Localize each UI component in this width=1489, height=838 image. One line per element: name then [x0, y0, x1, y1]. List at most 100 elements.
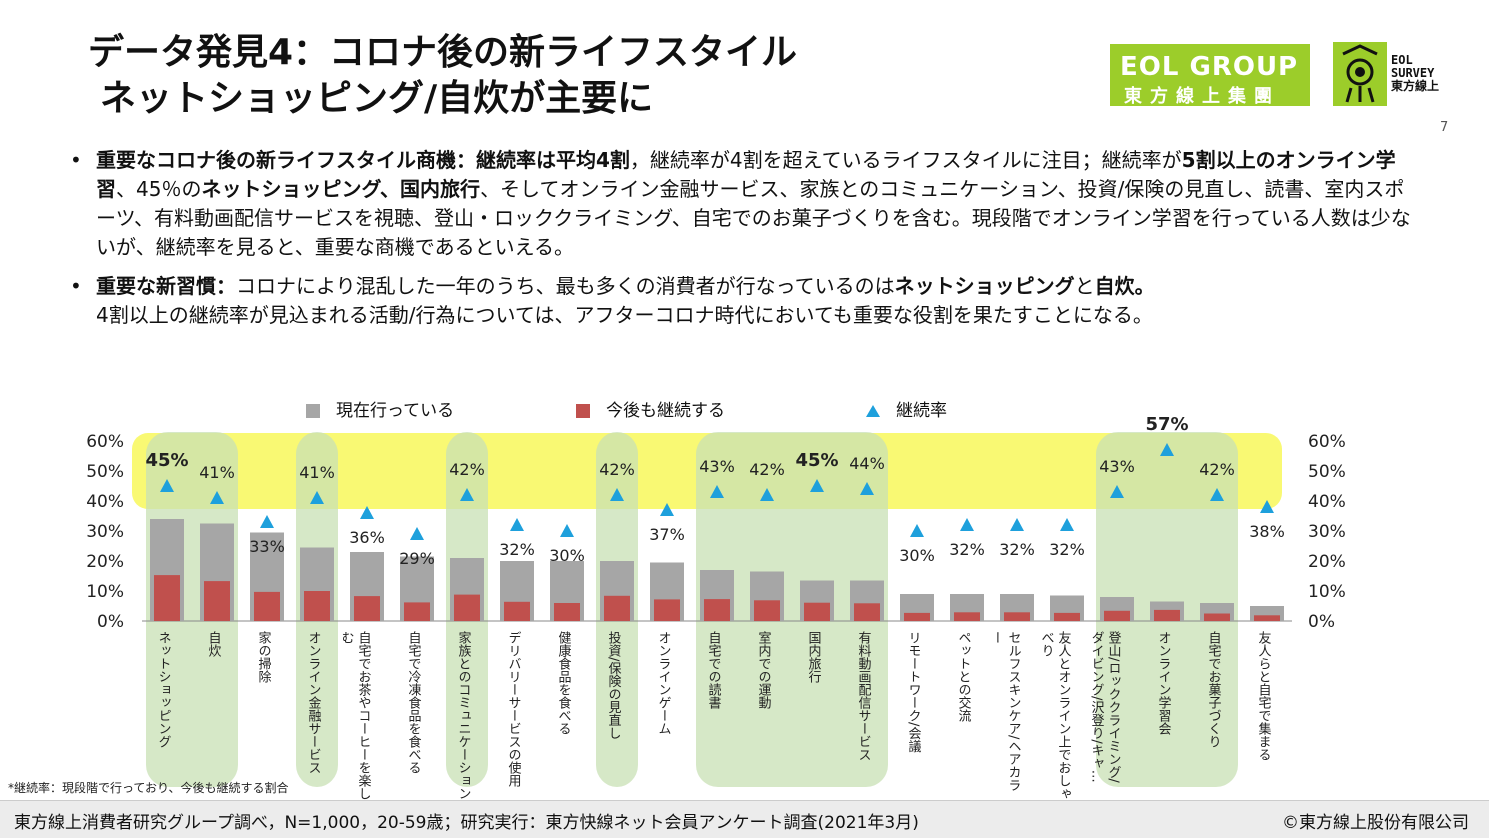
y-tick-right: 0% [1308, 612, 1335, 632]
rate-marker [660, 503, 674, 516]
category-label: 友人らと自宅で集まる [1256, 630, 1272, 761]
rate-marker [160, 479, 174, 492]
bar-continue [1104, 610, 1130, 621]
y-tick-left: 40% [86, 492, 124, 512]
logo-survey-text: EOL SURVEY 東方線上 [1391, 53, 1440, 93]
rate-marker [1260, 500, 1274, 513]
bar-continue [854, 603, 880, 621]
bar-continue [904, 612, 930, 621]
highlight-panel-4 [696, 432, 888, 787]
bar-continue [1254, 615, 1280, 621]
y-tick-left: 50% [86, 462, 124, 482]
category-label: オンライン金融サービス [306, 631, 322, 774]
legend-item-continue: 今後も継続する [576, 396, 725, 421]
page-number: 7 [1440, 120, 1449, 135]
rate-label: 29% [399, 549, 435, 568]
rate-marker [460, 488, 474, 501]
rate-marker [710, 485, 724, 498]
legend-triangle-icon [866, 405, 880, 417]
rate-label: 30% [549, 546, 585, 565]
rate-marker [1010, 518, 1024, 531]
rate-label: 42% [449, 460, 485, 479]
rate-marker [360, 506, 374, 519]
rate-marker [960, 518, 974, 531]
legend-item-current: 現在行っている [306, 396, 454, 421]
bar-continue [1004, 612, 1030, 621]
bullet-list: • 重要なコロナ後の新ライフスタイル商機：継続率は平均4割，継続率が4割を超えて… [70, 146, 1415, 340]
bar-continue [1154, 609, 1180, 621]
bullet-2: • 重要な新習慣：コロナにより混乱した一年のうち、最も多くの消費者が行なっている… [70, 274, 1155, 327]
rate-marker [560, 524, 574, 537]
rate-label: 42% [749, 460, 785, 479]
title-line-2: ネットショッピング/自炊が主要に [100, 78, 654, 119]
bar-continue [304, 591, 330, 621]
category-label: 投資/保険の見直し [606, 630, 622, 739]
rate-label: 42% [1199, 460, 1235, 479]
bar-continue [754, 600, 780, 621]
category-label: 家の掃除 [256, 630, 272, 683]
category-label: 健康食品を食べる [556, 631, 572, 735]
footer: 東方線上消費者研究グループ調べ，N=1,000，20-59歳；研究実行：東方快線… [0, 800, 1489, 838]
bullet-dot: • [70, 274, 82, 298]
logo-group-subtext: 東方線上集團 [1124, 86, 1280, 107]
category-label: 自宅でお茶やコーヒーを楽し [356, 631, 372, 800]
category-label: べり [1039, 631, 1055, 657]
rate-label: 43% [1099, 457, 1135, 476]
bar-continue [1054, 612, 1080, 621]
bar-continue [704, 599, 730, 621]
category-label: オンライン学習会 [1156, 631, 1172, 735]
y-tick-right: 30% [1308, 522, 1346, 542]
bar-continue [804, 602, 830, 621]
bar-chart: 0% 0% 10% 10% 20% 20% 30% 30% 40% 40% 50% 50% 60% 60%… [86, 414, 1346, 800]
rate-label: 42% [599, 460, 635, 479]
rate-label: 57% [1145, 414, 1188, 435]
category-label: リモートワーク/会議 [906, 631, 922, 753]
bullet-1: • 重要なコロナ後の新ライフスタイル商機：継続率は平均4割，継続率が4割を超えて… [70, 148, 1411, 259]
rate-label: 36% [349, 528, 385, 547]
category-label: 友人とオンライン上でおしゃ [1056, 630, 1072, 800]
copyright: ©東方線上股份有限公司 [1282, 813, 1469, 833]
bar-continue [554, 603, 580, 621]
rate-label: 32% [949, 540, 985, 559]
rate-marker [310, 491, 324, 504]
category-label: 家族とのコミュニケーション [456, 630, 472, 800]
rate-marker [1110, 485, 1124, 498]
category-label: 国内旅行 [806, 631, 822, 684]
legend-item-rate: 継続率 [866, 396, 947, 421]
bar-continue [604, 595, 630, 621]
y-tick-left: 0% [97, 612, 124, 632]
bar-continue [954, 612, 980, 621]
y-tick-right: 60% [1308, 432, 1346, 452]
rate-marker [410, 527, 424, 540]
rate-label: 32% [499, 540, 535, 559]
rate-marker [510, 518, 524, 531]
category-label: オンラインゲーム [656, 631, 672, 735]
rate-marker [210, 491, 224, 504]
category-label: 自宅でお菓子づくり [1206, 631, 1222, 748]
rate-marker [610, 488, 624, 501]
rate-label: 32% [1049, 540, 1085, 559]
y-tick-left: 20% [86, 552, 124, 572]
category-label: む [339, 631, 354, 644]
bar-continue [254, 591, 280, 621]
eol-survey-logo: EOL SURVEY 東方線上 [1333, 42, 1469, 106]
category-label: セルフスキンケア/ヘアカラ [1006, 631, 1022, 792]
y-tick-left: 60% [86, 432, 124, 452]
rate-marker [810, 479, 824, 492]
category-label: 室内での運動 [756, 630, 772, 710]
rate-label: 38% [1249, 522, 1285, 541]
category-label: 自宅での読書 [706, 631, 722, 710]
category-label: ー [989, 631, 1004, 644]
logo-group-text: EOL GROUP [1120, 52, 1299, 82]
rate-label: 45% [795, 450, 838, 471]
y-tick-left: 10% [86, 582, 124, 602]
rate-label: 45% [145, 450, 188, 471]
category-label: ネットショッピング [156, 631, 172, 748]
category-label: ダイビング/沢登り/キャ… [1089, 631, 1105, 783]
bar-continue [504, 601, 530, 621]
bullet-dot: • [70, 148, 82, 172]
title-line-1: データ発見4：コロナ後の新ライフスタイル [88, 32, 798, 73]
legend-swatch-gray [306, 404, 320, 418]
page-title: データ発見4：コロナ後の新ライフスタイル ネットショッピング/自炊が主要に [88, 30, 797, 122]
source-note: 東方線上消費者研究グループ調べ，N=1,000，20-59歳；研究実行：東方快線… [14, 813, 919, 833]
